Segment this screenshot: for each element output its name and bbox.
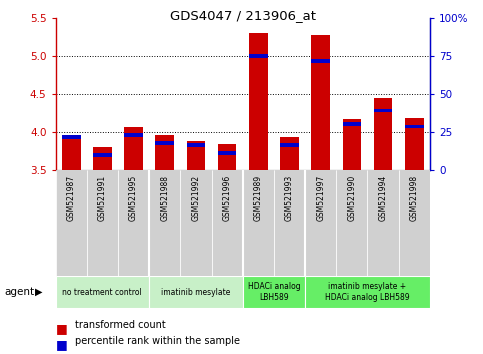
Bar: [312, 59, 330, 63]
Text: no treatment control: no treatment control: [62, 287, 142, 297]
FancyBboxPatch shape: [305, 170, 336, 276]
FancyBboxPatch shape: [87, 170, 118, 276]
Text: GSM521989: GSM521989: [254, 175, 263, 221]
Text: GSM521993: GSM521993: [285, 175, 294, 222]
Bar: [124, 133, 143, 137]
Text: ▶: ▶: [35, 287, 43, 297]
FancyBboxPatch shape: [305, 276, 430, 308]
Text: HDACi analog
LBH589: HDACi analog LBH589: [248, 282, 300, 302]
Bar: [62, 135, 81, 139]
Text: imatinib mesylate +
HDACi analog LBH589: imatinib mesylate + HDACi analog LBH589: [325, 282, 410, 302]
Text: ■: ■: [56, 338, 67, 351]
FancyBboxPatch shape: [212, 170, 242, 276]
FancyBboxPatch shape: [242, 170, 274, 276]
FancyBboxPatch shape: [274, 170, 305, 276]
Bar: [249, 33, 268, 170]
Bar: [374, 109, 392, 113]
Bar: [405, 118, 424, 170]
Text: GSM521995: GSM521995: [129, 175, 138, 222]
Bar: [124, 126, 143, 170]
Text: GSM521992: GSM521992: [191, 175, 200, 221]
Text: GSM521990: GSM521990: [347, 175, 356, 222]
FancyBboxPatch shape: [242, 276, 305, 308]
FancyBboxPatch shape: [368, 170, 398, 276]
FancyBboxPatch shape: [180, 170, 212, 276]
Bar: [156, 141, 174, 145]
Text: GSM521988: GSM521988: [160, 175, 169, 221]
Text: GSM521994: GSM521994: [379, 175, 387, 222]
Bar: [280, 143, 299, 147]
Text: percentile rank within the sample: percentile rank within the sample: [75, 336, 240, 346]
Text: GSM521987: GSM521987: [67, 175, 76, 221]
Bar: [312, 35, 330, 170]
FancyBboxPatch shape: [398, 170, 430, 276]
Bar: [62, 136, 81, 170]
Bar: [280, 137, 299, 170]
Bar: [405, 125, 424, 129]
Bar: [249, 54, 268, 58]
Text: GDS4047 / 213906_at: GDS4047 / 213906_at: [170, 9, 316, 22]
FancyBboxPatch shape: [149, 276, 242, 308]
Text: transformed count: transformed count: [75, 320, 166, 330]
Text: ■: ■: [56, 322, 67, 335]
Text: GSM521991: GSM521991: [98, 175, 107, 221]
Bar: [186, 143, 205, 147]
FancyBboxPatch shape: [336, 170, 368, 276]
Bar: [93, 147, 112, 170]
Bar: [186, 141, 205, 170]
Bar: [156, 135, 174, 170]
FancyBboxPatch shape: [56, 170, 87, 276]
Text: GSM521998: GSM521998: [410, 175, 419, 221]
FancyBboxPatch shape: [118, 170, 149, 276]
Bar: [374, 98, 392, 170]
FancyBboxPatch shape: [56, 276, 149, 308]
Bar: [342, 119, 361, 170]
Text: agent: agent: [5, 287, 35, 297]
Bar: [93, 153, 112, 156]
Bar: [218, 144, 237, 170]
Text: imatinib mesylate: imatinib mesylate: [161, 287, 230, 297]
Text: GSM521997: GSM521997: [316, 175, 325, 222]
Bar: [218, 151, 237, 155]
Text: GSM521996: GSM521996: [223, 175, 232, 222]
FancyBboxPatch shape: [149, 170, 180, 276]
Bar: [342, 122, 361, 126]
